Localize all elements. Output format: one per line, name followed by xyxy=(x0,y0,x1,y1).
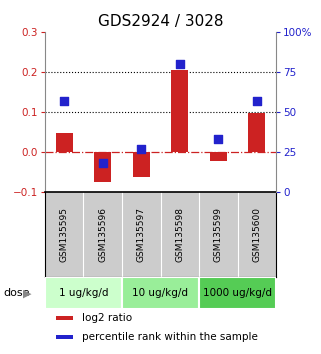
Text: GSM135600: GSM135600 xyxy=(252,207,261,262)
Text: dose: dose xyxy=(3,288,30,298)
Text: 1 ug/kg/d: 1 ug/kg/d xyxy=(59,288,108,298)
Bar xyxy=(210,152,227,161)
Text: GSM135595: GSM135595 xyxy=(60,207,69,262)
Text: 1000 ug/kg/d: 1000 ug/kg/d xyxy=(203,288,272,298)
Text: GSM135599: GSM135599 xyxy=(214,207,223,262)
Bar xyxy=(171,70,188,152)
Bar xyxy=(94,152,111,182)
Text: GSM135598: GSM135598 xyxy=(175,207,184,262)
Text: percentile rank within the sample: percentile rank within the sample xyxy=(82,332,258,342)
Bar xyxy=(133,152,150,177)
Bar xyxy=(122,277,199,309)
Bar xyxy=(199,277,276,309)
Point xyxy=(254,98,259,103)
Text: log2 ratio: log2 ratio xyxy=(82,313,132,323)
Text: GSM135596: GSM135596 xyxy=(98,207,107,262)
Point xyxy=(177,61,182,67)
Point xyxy=(216,136,221,142)
Point xyxy=(62,98,67,103)
Text: 10 ug/kg/d: 10 ug/kg/d xyxy=(133,288,188,298)
Text: GSM135597: GSM135597 xyxy=(137,207,146,262)
Point xyxy=(100,160,105,166)
Title: GDS2924 / 3028: GDS2924 / 3028 xyxy=(98,14,223,29)
Bar xyxy=(56,316,73,320)
Text: ▶: ▶ xyxy=(23,288,31,298)
Bar xyxy=(45,277,122,309)
Bar xyxy=(248,113,265,152)
Point xyxy=(139,146,144,152)
Bar xyxy=(56,133,73,152)
Bar xyxy=(56,335,73,339)
